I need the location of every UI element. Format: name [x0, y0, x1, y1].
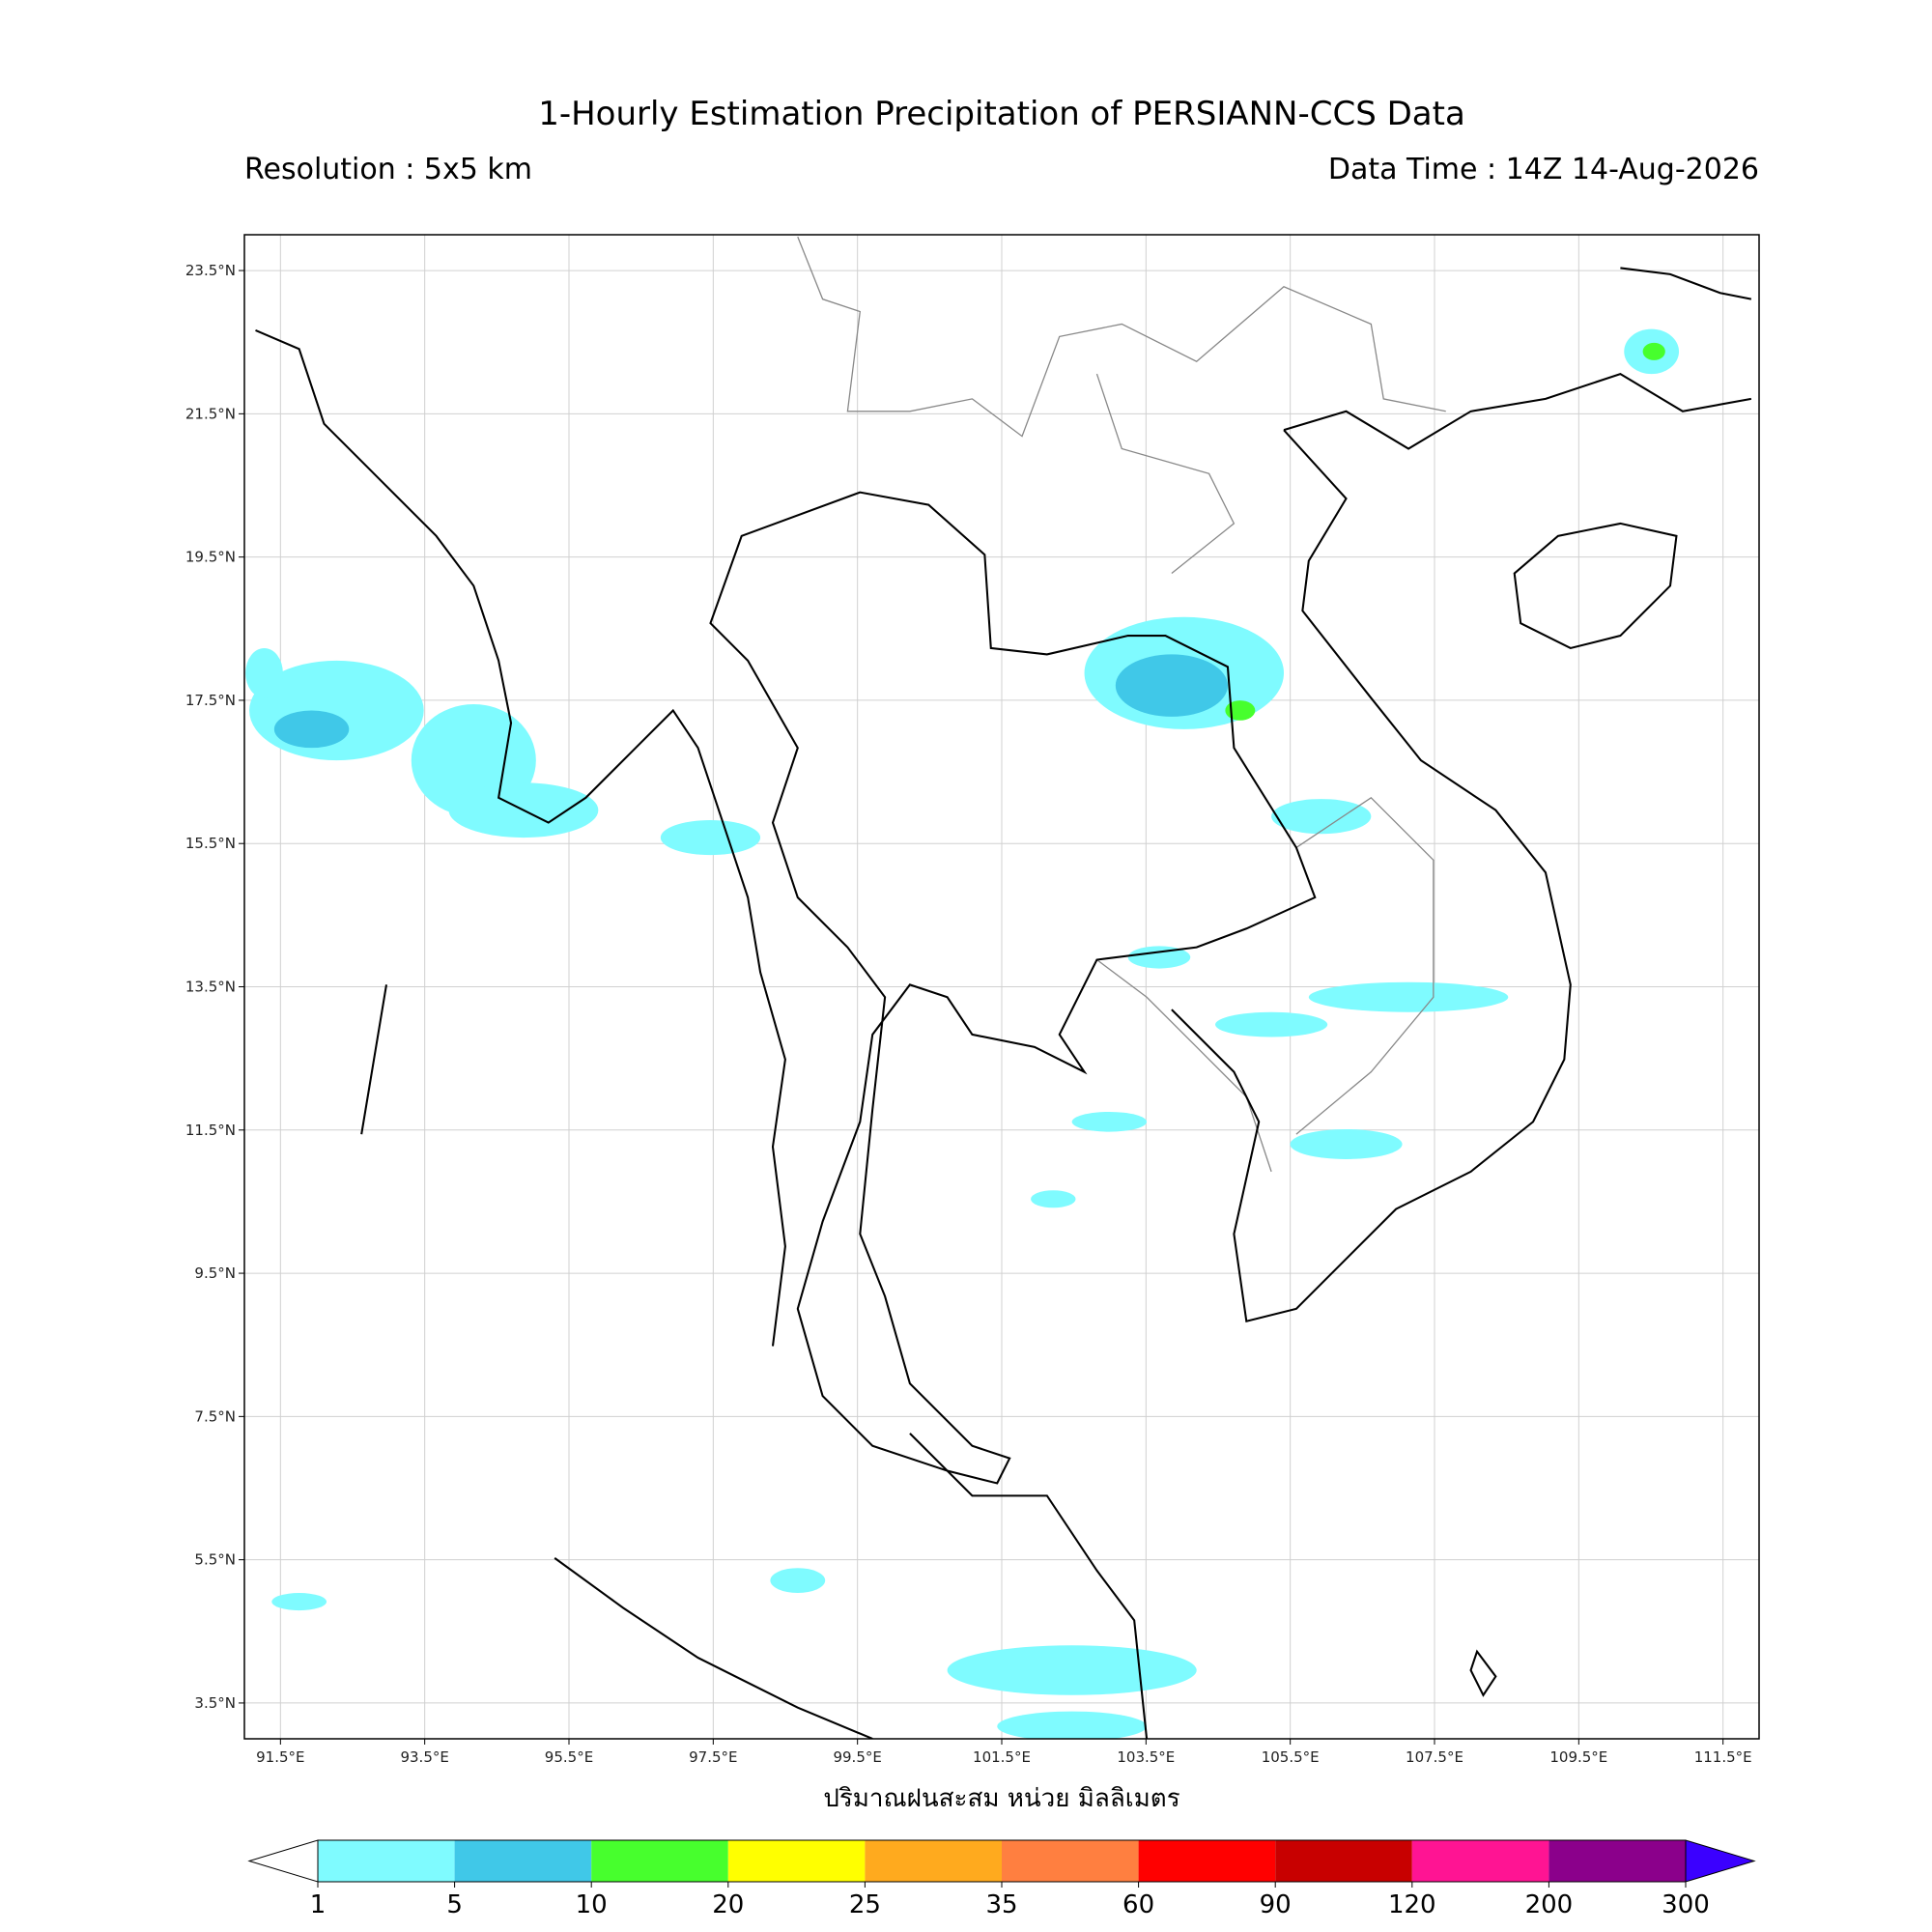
- colorbar-segment: [1002, 1840, 1139, 1882]
- rain-areas: [245, 328, 1680, 1739]
- colorbar-segment: [1138, 1840, 1276, 1882]
- subtitle-left: Resolution : 5x5 km: [244, 153, 532, 186]
- colorbar-tick-label: 90: [1260, 1890, 1292, 1919]
- x-tick-label: 99.5°E: [833, 1748, 881, 1766]
- colorbar-tick-label: 200: [1525, 1890, 1574, 1919]
- colorbar-tick-label: 5: [446, 1890, 463, 1919]
- colorbar-tick-label: 10: [576, 1890, 608, 1919]
- colorbar-segment: [1548, 1840, 1686, 1882]
- y-tick-label: 7.5°N: [194, 1407, 236, 1425]
- y-tick-label: 19.5°N: [185, 549, 236, 566]
- title: 1-Hourly Estimation Precipitation of PER…: [538, 95, 1465, 133]
- map-layer: [245, 236, 1752, 1739]
- basemap: [245, 236, 1752, 1739]
- colorbar-segment: [727, 1840, 866, 1882]
- y-tick-label: 13.5°N: [185, 979, 236, 996]
- y-tick-label: 9.5°N: [194, 1264, 236, 1282]
- subtitle-right: Data Time : 14Z 14-Aug-2026: [1328, 153, 1759, 186]
- y-tick-label: 17.5°N: [185, 692, 236, 709]
- y-tick-label: 21.5°N: [185, 405, 236, 422]
- x-axis-label: ปริมาณฝนสะสม หน่วย มิลลิเมตร: [823, 1784, 1179, 1813]
- colorbar-segment: [591, 1840, 728, 1882]
- colorbar-segment: [454, 1840, 592, 1882]
- colorbar-over: [1685, 1839, 1756, 1883]
- colorbar-tick-label: 120: [1388, 1890, 1436, 1919]
- colorbar-segment: [318, 1840, 455, 1882]
- colorbar-tick-label: 35: [985, 1890, 1017, 1919]
- colorbar-under: [247, 1839, 319, 1883]
- x-tick-label: 97.5°E: [689, 1748, 737, 1766]
- colorbar-tick-label: 60: [1122, 1890, 1154, 1919]
- x-tick-label: 107.5°E: [1406, 1748, 1463, 1766]
- y-tick-label: 11.5°N: [185, 1122, 236, 1139]
- x-tick-label: 111.5°E: [1694, 1748, 1752, 1766]
- x-tick-label: 105.5°E: [1262, 1748, 1320, 1766]
- colorbar: 1 5 10 20 25 35 60 90 120 200 300: [247, 1839, 1756, 1919]
- colorbar-segment: [865, 1840, 1002, 1882]
- colorbar-tick-label: 1: [310, 1890, 327, 1919]
- x-tick-label: 103.5°E: [1117, 1748, 1175, 1766]
- colorbar-tick-label: 20: [712, 1890, 744, 1919]
- x-tick-label: 101.5°E: [973, 1748, 1031, 1766]
- x-tick-label: 91.5°E: [256, 1748, 304, 1766]
- colorbar-segment: [1275, 1840, 1412, 1882]
- y-tick-label: 15.5°N: [185, 835, 236, 852]
- y-tick-label: 5.5°N: [194, 1551, 236, 1569]
- colorbar-tick-label: 25: [849, 1890, 881, 1919]
- colorbar-tick-label: 300: [1662, 1890, 1710, 1919]
- x-tick-label: 93.5°E: [400, 1748, 448, 1766]
- grid: [244, 235, 1759, 1739]
- colorbar-segment: [1411, 1840, 1549, 1882]
- y-tick-label: 23.5°N: [185, 262, 236, 279]
- y-tick-label: 3.5°N: [194, 1694, 236, 1712]
- x-tick-label: 95.5°E: [545, 1748, 593, 1766]
- x-tick-label: 109.5°E: [1549, 1748, 1607, 1766]
